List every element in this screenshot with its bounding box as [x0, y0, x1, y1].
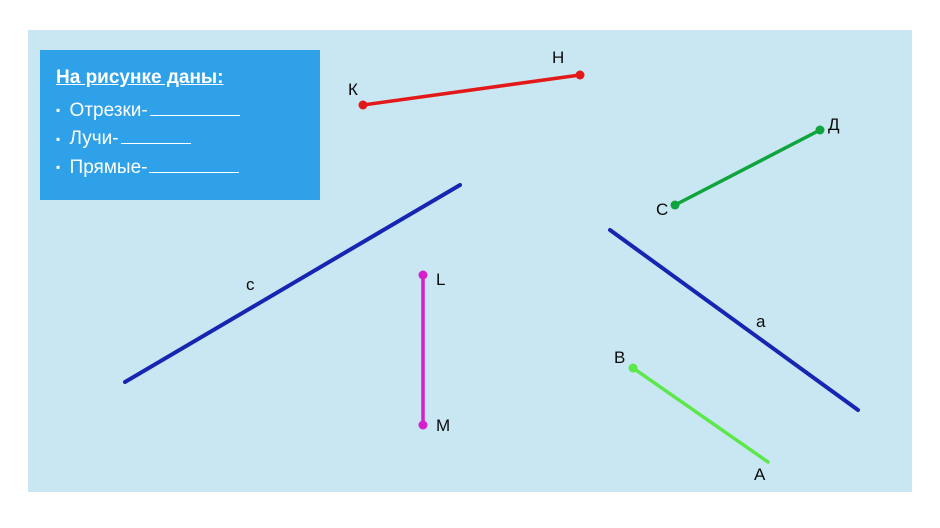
blank-line: [121, 143, 191, 144]
label-b: В: [614, 348, 625, 368]
line-c: [125, 185, 460, 382]
label-k: К: [348, 80, 358, 100]
panel-item-rays: Лучи-: [56, 125, 304, 154]
slide-outer: К Н с L М С Д а В А На рисунке даны: Отр…: [0, 0, 940, 528]
panel-item-segments: Отрезки-: [56, 97, 304, 126]
label-d: Д: [828, 115, 840, 135]
panel-list: Отрезки- Лучи- Прямые-: [56, 97, 304, 183]
label-a: а: [756, 312, 765, 332]
blank-line: [149, 172, 239, 173]
label-l: L: [436, 270, 445, 290]
panel-item-label: Лучи-: [70, 128, 119, 149]
ray-ba: [629, 364, 769, 463]
label-m: М: [436, 416, 450, 436]
panel-item-lines: Прямые-: [56, 154, 304, 183]
legend-panel: На рисунке даны: Отрезки- Лучи- Прямые-: [40, 50, 320, 200]
line-a: [610, 230, 858, 410]
segment-lm: [419, 271, 428, 430]
diagram-canvas: К Н с L М С Д а В А На рисунке даны: Отр…: [28, 30, 912, 492]
panel-title: На рисунке даны:: [56, 64, 304, 93]
panel-item-label: Отрезки-: [70, 100, 148, 121]
panel-item-label: Прямые-: [70, 157, 148, 178]
segment-kn: [359, 71, 585, 110]
label-c: с: [246, 275, 255, 295]
label-A: А: [754, 465, 765, 485]
blank-line: [150, 115, 240, 116]
segment-cd: [671, 126, 825, 210]
label-C: С: [656, 200, 668, 220]
label-n: Н: [552, 48, 564, 68]
